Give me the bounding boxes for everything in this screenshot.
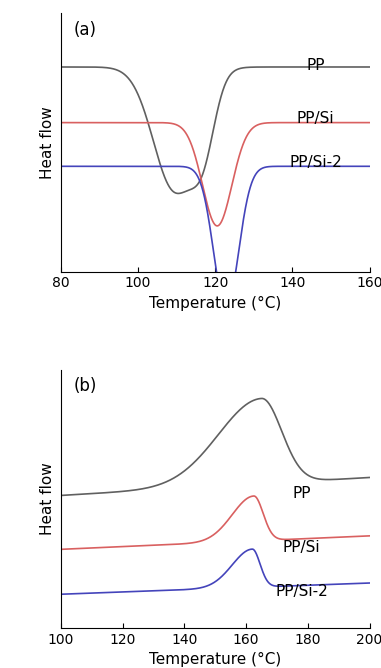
Y-axis label: Heat flow: Heat flow xyxy=(40,106,55,179)
Text: PP/Si: PP/Si xyxy=(297,111,335,126)
Text: PP/Si-2: PP/Si-2 xyxy=(275,584,328,599)
Text: PP/Si: PP/Si xyxy=(283,540,320,554)
Text: PP: PP xyxy=(293,486,311,501)
Text: (a): (a) xyxy=(73,21,96,39)
Text: (b): (b) xyxy=(73,377,97,395)
Text: PP/Si-2: PP/Si-2 xyxy=(289,155,342,170)
Y-axis label: Heat flow: Heat flow xyxy=(40,462,55,535)
X-axis label: Temperature (°C): Temperature (°C) xyxy=(149,296,282,311)
X-axis label: Temperature (°C): Temperature (°C) xyxy=(149,653,282,667)
Text: PP: PP xyxy=(306,57,325,73)
